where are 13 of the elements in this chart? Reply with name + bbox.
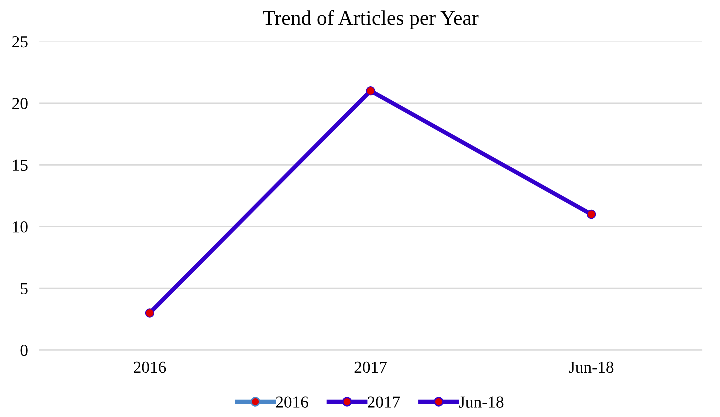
y-tick-label: 25 xyxy=(12,36,28,48)
x-tick-label: 2016 xyxy=(134,362,166,374)
chart-title: Trend of Articles per Year xyxy=(263,10,479,30)
category-label: Jun-18 xyxy=(459,396,504,408)
x-tick-label: Jun-18 xyxy=(569,362,614,374)
y-tick-label: 5 xyxy=(21,283,28,295)
y-tick-label: 15 xyxy=(13,160,28,172)
x-tick-label: 2017 xyxy=(354,362,387,374)
category-label: 2017 xyxy=(368,396,400,408)
y-tick-label: 0 xyxy=(20,344,28,356)
category-label: 2016 xyxy=(276,396,308,408)
y-tick-label: 20 xyxy=(12,98,28,110)
y-tick-label: 10 xyxy=(13,222,28,233)
